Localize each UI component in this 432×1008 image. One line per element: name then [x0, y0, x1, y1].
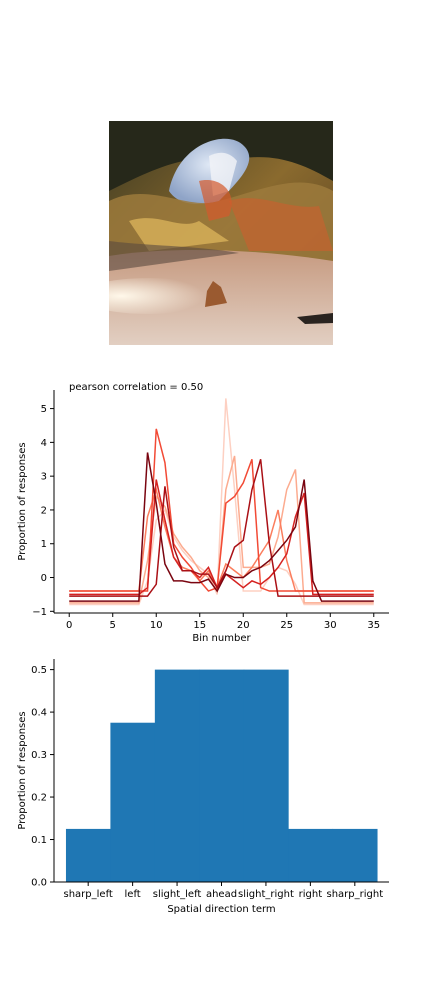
- bar-sharp_right: [332, 828, 378, 882]
- y-tick-label: 3: [41, 472, 47, 483]
- y-tick-label: 0.5: [31, 665, 47, 676]
- direction-bar-chart: sharp_left left slight_left ahead slight_rig…: [17, 659, 389, 915]
- bar-right: [288, 828, 334, 882]
- y-tick-label: −1: [32, 607, 47, 618]
- bar-slight_left: [154, 669, 200, 882]
- x-tick-label: 10: [150, 620, 163, 631]
- x-tick-label: ahead: [206, 889, 237, 900]
- series-line-7: [69, 452, 374, 602]
- y-axis-label: Proportion of responses: [17, 711, 28, 829]
- x-tick-label: sharp_right: [326, 889, 383, 900]
- x-tick-label: 15: [193, 620, 206, 631]
- x-tick-label: left: [125, 889, 141, 900]
- chart-title: pearson correlation = 0.50: [69, 382, 203, 393]
- y-tick-label: 0.4: [31, 708, 47, 719]
- y-tick-label: 0.0: [31, 878, 47, 889]
- y-tick-label: 4: [41, 438, 47, 449]
- bar-ahead: [199, 669, 245, 882]
- series-line-1: [69, 398, 374, 606]
- y-tick-label: 1: [41, 539, 47, 550]
- y-tick-label: 0.1: [31, 835, 47, 846]
- x-tick-label: 20: [237, 620, 250, 631]
- x-axis-label: Bin number: [192, 633, 251, 644]
- y-tick-label: 0.3: [31, 750, 47, 761]
- x-axis-label: Spatial direction term: [167, 904, 275, 915]
- series-line-5: [69, 479, 374, 596]
- y-tick-label: 0.2: [31, 793, 47, 804]
- bar-left: [110, 722, 156, 882]
- y-axis-label: Proportion of responses: [17, 442, 28, 560]
- x-tick-label: 35: [367, 620, 380, 631]
- cave-photo: [109, 121, 333, 345]
- series-line-6: [69, 459, 374, 597]
- bar-sharp_left: [65, 828, 111, 882]
- bar-slight_right: [243, 669, 289, 882]
- x-tick-label: 5: [110, 620, 116, 631]
- x-tick-label: 25: [280, 620, 293, 631]
- y-tick-label: 0: [41, 573, 47, 584]
- x-tick-label: 30: [324, 620, 337, 631]
- y-tick-label: 2: [41, 505, 47, 516]
- y-tick-label: 5: [41, 404, 47, 415]
- x-tick-label: slight_right: [238, 889, 294, 900]
- x-tick-label: right: [299, 889, 323, 900]
- x-tick-label: slight_left: [153, 889, 202, 900]
- x-tick-label: 0: [66, 620, 72, 631]
- x-tick-label: sharp_left: [64, 889, 113, 900]
- series-line-4: [69, 428, 374, 592]
- correlation-line-chart: pearson correlation = 0.500 5 10 15 20 25 30 35…: [17, 382, 389, 644]
